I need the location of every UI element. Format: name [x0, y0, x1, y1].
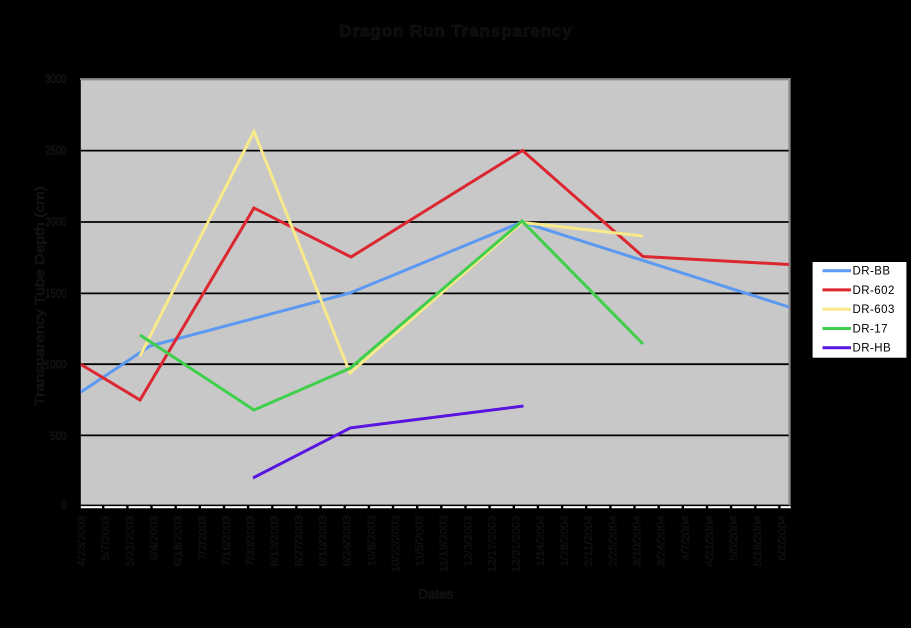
svg-text:0: 0: [61, 498, 67, 512]
svg-text:8/27/2003: 8/27/2003: [293, 516, 305, 567]
svg-text:Transparency Tube Depth (cm): Transparency Tube Depth (cm): [32, 186, 47, 406]
svg-text:12/17/2003: 12/17/2003: [487, 516, 499, 573]
svg-text:6/18/2003: 6/18/2003: [173, 516, 185, 567]
svg-text:5/21/2003: 5/21/2003: [124, 516, 136, 567]
svg-text:9/10/2003: 9/10/2003: [318, 516, 330, 567]
svg-text:4/21/2004: 4/21/2004: [704, 516, 716, 567]
svg-text:8/13/2003: 8/13/2003: [269, 516, 281, 567]
svg-text:3000: 3000: [45, 72, 67, 86]
svg-text:5/19/2004: 5/19/2004: [752, 516, 764, 567]
svg-text:11/5/2003: 11/5/2003: [414, 516, 426, 567]
svg-text:4/7/2004: 4/7/2004: [680, 516, 692, 561]
svg-text:2/25/2004: 2/25/2004: [607, 516, 619, 567]
svg-text:DR-HB: DR-HB: [853, 343, 892, 355]
svg-text:2500: 2500: [45, 143, 67, 157]
svg-text:Dates: Dates: [418, 587, 454, 602]
svg-text:DR-17: DR-17: [853, 324, 888, 336]
svg-text:DR-602: DR-602: [853, 285, 895, 297]
svg-text:1/28/2004: 1/28/2004: [559, 516, 571, 567]
svg-text:500: 500: [50, 429, 66, 443]
svg-text:1500: 1500: [45, 286, 67, 300]
svg-text:3/10/2004: 3/10/2004: [631, 516, 643, 567]
svg-text:9/24/2003: 9/24/2003: [342, 516, 354, 567]
svg-text:5/5/2004: 5/5/2004: [728, 516, 740, 561]
svg-text:7/16/2003: 7/16/2003: [221, 516, 233, 567]
svg-text:12/3/2003: 12/3/2003: [462, 516, 474, 567]
svg-text:DR-603: DR-603: [853, 304, 895, 316]
svg-text:10/8/2003: 10/8/2003: [366, 516, 378, 567]
svg-text:6/4/2003: 6/4/2003: [148, 516, 160, 561]
svg-text:2000: 2000: [45, 215, 67, 229]
svg-text:11/19/2003: 11/19/2003: [438, 516, 450, 573]
svg-text:6/2/2004: 6/2/2004: [776, 516, 788, 561]
svg-text:5/7/2003: 5/7/2003: [100, 516, 112, 561]
svg-text:3/24/2004: 3/24/2004: [656, 516, 668, 567]
svg-text:4/23/2003: 4/23/2003: [76, 516, 88, 567]
svg-text:10/22/2003: 10/22/2003: [390, 516, 402, 573]
svg-text:DR-BB: DR-BB: [853, 266, 891, 278]
svg-text:1000: 1000: [45, 357, 67, 371]
svg-text:1/14/2004: 1/14/2004: [535, 516, 547, 567]
svg-text:12/31/2003: 12/31/2003: [511, 516, 523, 573]
svg-text:7/2/2003: 7/2/2003: [197, 516, 209, 561]
svg-text:Dragon Run Transparency: Dragon Run Transparency: [339, 22, 572, 41]
svg-text:7/30/2003: 7/30/2003: [245, 516, 257, 567]
svg-text:2/11/2004: 2/11/2004: [583, 516, 595, 567]
